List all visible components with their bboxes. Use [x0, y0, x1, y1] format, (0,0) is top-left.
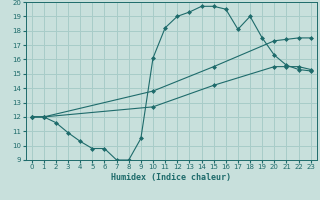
X-axis label: Humidex (Indice chaleur): Humidex (Indice chaleur): [111, 173, 231, 182]
